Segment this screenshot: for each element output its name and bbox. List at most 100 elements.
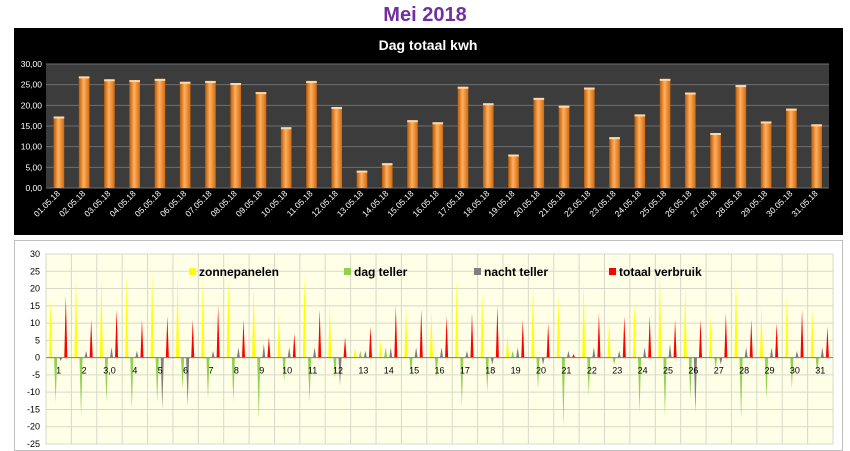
spike-dag-teller xyxy=(561,357,565,427)
bar xyxy=(609,137,620,188)
bar xyxy=(381,163,393,188)
bar xyxy=(331,106,343,188)
bar xyxy=(280,127,292,188)
spike-nacht-teller xyxy=(363,350,367,358)
spike-dag-teller xyxy=(155,357,159,403)
x-tick-label: 8 xyxy=(234,366,239,376)
x-tick-label: 10 xyxy=(282,366,292,376)
spike-dag-teller xyxy=(790,357,794,389)
y-tick-label: 0 xyxy=(35,353,40,363)
x-tick-label: 16 xyxy=(434,366,444,376)
spike-zonnepanelen xyxy=(277,312,281,358)
spike-totaal-verbruik xyxy=(622,316,626,358)
spike-dag-teller xyxy=(638,357,642,413)
legend-label: zonnepanelen xyxy=(199,265,279,279)
y-tick-label: 10 xyxy=(30,318,40,328)
spike-zonnepanelen xyxy=(252,285,256,358)
chart-title: Dag totaal kwh xyxy=(379,37,478,53)
spike-totaal-verbruik xyxy=(724,312,728,358)
y-tick-label: 15,00 xyxy=(21,121,43,131)
bar xyxy=(356,170,368,188)
bar xyxy=(230,83,241,188)
y-tick-label: -5 xyxy=(32,370,40,380)
spike-zonnepanelen xyxy=(709,316,713,358)
spike-nacht-teller xyxy=(490,357,494,365)
spike-totaal-verbruik xyxy=(394,305,398,358)
y-tick-label: 0,00 xyxy=(25,183,42,193)
spike-zonnepanelen xyxy=(74,274,78,358)
bar-cap xyxy=(407,120,418,123)
x-tick-label: 18 xyxy=(485,366,495,376)
spike-nacht-teller xyxy=(186,357,190,406)
spike-zonnepanelen xyxy=(480,292,484,358)
spike-dag-teller xyxy=(130,357,134,410)
y-tick-label: -25 xyxy=(27,439,40,449)
spike-nacht-teller xyxy=(389,347,393,358)
bar-cap xyxy=(78,76,90,79)
x-tick-label: 15 xyxy=(409,366,419,376)
legend-label: totaal verbruik xyxy=(619,265,702,279)
spike-dag-teller xyxy=(54,357,58,403)
bar-cap xyxy=(432,122,444,125)
bar xyxy=(457,86,469,188)
spike-nacht-teller xyxy=(770,347,774,358)
x-tick-label: 12 xyxy=(333,366,343,376)
spike-nacht-teller xyxy=(211,350,215,358)
y-tick-label: 15 xyxy=(30,301,40,311)
spike-dag-teller xyxy=(714,357,718,368)
bar-cap xyxy=(280,127,292,130)
y-tick-label: 5,00 xyxy=(25,162,42,172)
bar-cap xyxy=(331,106,343,109)
spike-totaal-verbruik xyxy=(775,323,779,358)
spike-zonnepanelen xyxy=(150,271,154,358)
bar-cap xyxy=(306,80,317,83)
y-tick-label: 25,00 xyxy=(21,80,43,90)
y-tick-label: -10 xyxy=(27,387,40,397)
bar-cap xyxy=(634,114,646,117)
x-tick-label: 24 xyxy=(638,366,648,376)
bar-cap xyxy=(129,80,140,83)
spike-nacht-teller xyxy=(643,347,647,358)
spike-dag-teller xyxy=(612,357,616,365)
bar xyxy=(685,92,696,188)
spike-dag-teller xyxy=(739,357,743,420)
spike-totaal-verbruik xyxy=(419,309,423,358)
x-tick-label: 11 xyxy=(308,366,317,376)
spike-totaal-verbruik xyxy=(89,319,93,358)
y-tick-label: 30,00 xyxy=(21,59,43,69)
bar xyxy=(508,154,519,188)
spike-nacht-teller xyxy=(820,347,824,358)
spike-nacht-teller xyxy=(592,347,596,358)
legend-item: nacht teller xyxy=(474,265,548,279)
y-tick-label: 20 xyxy=(30,284,40,294)
spike-zonnepanelen xyxy=(175,274,180,358)
bar xyxy=(659,78,671,188)
bar xyxy=(407,120,418,188)
bar xyxy=(179,81,191,188)
bar-cap xyxy=(154,78,166,81)
spike-zonnepanelen xyxy=(125,274,129,358)
spike-dag-teller xyxy=(104,357,108,403)
bar xyxy=(710,133,721,188)
bar-cap xyxy=(482,103,494,106)
spike-nacht-teller xyxy=(744,347,748,358)
spike-nacht-teller xyxy=(84,350,88,358)
bar-cap xyxy=(786,108,797,111)
spike-nacht-teller xyxy=(566,350,570,358)
legend-item: zonnepanelen xyxy=(189,265,279,279)
x-tick-label: 22 xyxy=(587,366,597,376)
x-tick-label: 30 xyxy=(790,366,800,376)
spike-nacht-teller xyxy=(236,347,240,358)
spike-totaal-verbruik xyxy=(292,333,296,358)
spike-zonnepanelen xyxy=(759,305,763,358)
spike-nacht-teller xyxy=(287,347,291,358)
legend-swatch xyxy=(609,268,616,275)
x-tick-label: 6 xyxy=(183,366,188,376)
x-tick-label: 2 xyxy=(82,366,87,376)
spike-zonnepanelen xyxy=(683,285,687,358)
legend-swatch xyxy=(344,268,351,275)
bar-cap xyxy=(457,86,469,89)
spike-zonnepanelen xyxy=(607,319,611,358)
page-title: Mei 2018 xyxy=(383,4,467,26)
